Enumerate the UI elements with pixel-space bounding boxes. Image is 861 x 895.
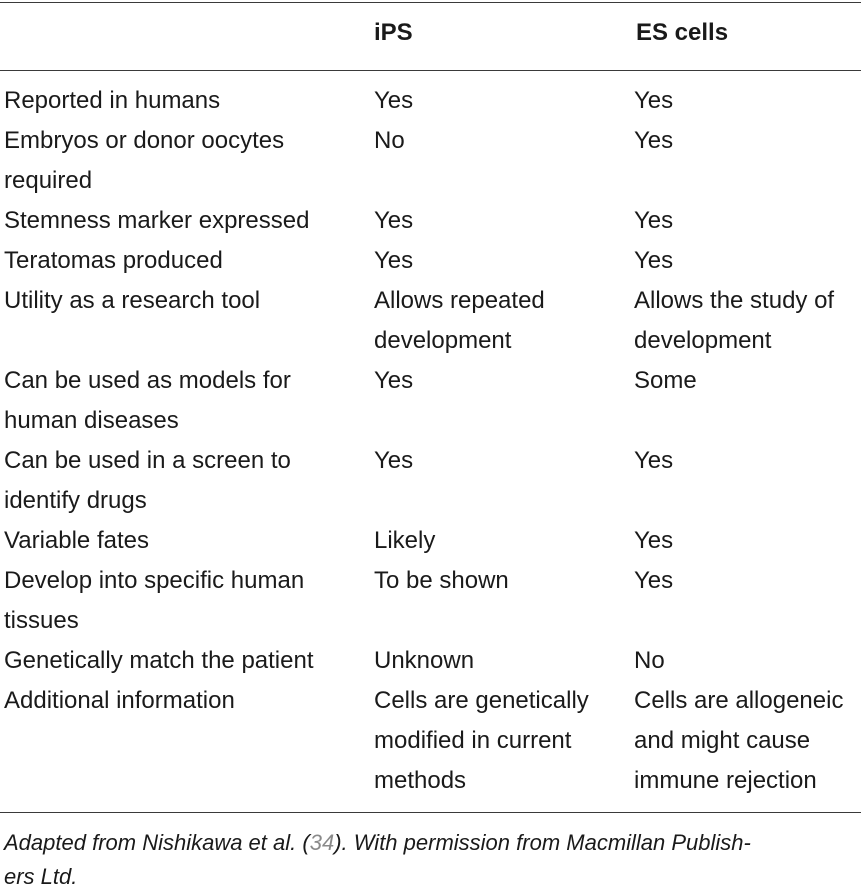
ips-cell: To be shown bbox=[374, 561, 509, 601]
feature-cell: Develop into specific human tissues bbox=[4, 561, 304, 641]
feature-cell-line: Variable fates bbox=[4, 527, 149, 554]
table-row: Utility as a research tool Allows repeate… bbox=[0, 281, 861, 361]
feature-cell: Can be used as models for human diseases bbox=[4, 361, 291, 441]
es-cell-line: No bbox=[634, 647, 665, 674]
ips-cell-line: To be shown bbox=[374, 567, 509, 594]
feature-cell-line: Develop into specific human bbox=[4, 567, 305, 594]
feature-cell: Utility as a research tool bbox=[4, 281, 260, 321]
ips-cell-line: Unknown bbox=[374, 647, 475, 674]
footnote-text: Adapted from Nishikawa et al. ( bbox=[4, 830, 310, 855]
feature-cell-line: Teratomas produced bbox=[4, 247, 223, 274]
feature-cell: Teratomas produced bbox=[4, 241, 223, 281]
es-cell: No bbox=[634, 641, 665, 681]
ips-cell-line: Yes bbox=[374, 207, 414, 234]
ips-cell: Unknown bbox=[374, 641, 474, 681]
feature-cell-line: Can be used in a screen to bbox=[4, 447, 291, 474]
feature-cell-line: Additional information bbox=[4, 687, 235, 714]
ips-cell: Likely bbox=[374, 521, 435, 561]
ips-cell-line: No bbox=[374, 127, 405, 154]
table-row: Genetically match the patient Unknown No bbox=[0, 641, 861, 681]
ips-cell: Yes bbox=[374, 241, 413, 281]
ips-cell: Allows repeated development bbox=[374, 281, 545, 361]
feature-cell-line: Reported in humans bbox=[4, 87, 221, 114]
column-header-ips: iPS bbox=[374, 19, 413, 46]
ips-cell: Cells are genetically modified in current… bbox=[374, 681, 589, 801]
es-cell-line: Yes bbox=[634, 447, 674, 474]
table-row: Teratomas produced Yes Yes bbox=[0, 241, 861, 281]
ips-cell: Yes bbox=[374, 441, 413, 481]
feature-cell: Can be used in a screen to identify drugs bbox=[4, 441, 291, 521]
table-row: Stemness marker expressed Yes Yes bbox=[0, 201, 861, 241]
es-cell-line: Some bbox=[634, 367, 697, 394]
es-cell: Yes bbox=[634, 241, 673, 281]
es-cell: Yes bbox=[634, 441, 673, 481]
es-cell-line: Yes bbox=[634, 207, 674, 234]
es-cell: Some bbox=[634, 361, 697, 401]
feature-cell-line: Utility as a research tool bbox=[4, 287, 261, 314]
ips-cell-line: methods bbox=[374, 767, 467, 794]
feature-cell-line: human diseases bbox=[4, 407, 179, 434]
table-row: Can be used in a screen to identify drugs… bbox=[0, 441, 861, 521]
es-cell: Cells are allogeneic and might cause immun… bbox=[634, 681, 843, 801]
es-cell-line: and might cause bbox=[634, 727, 811, 754]
table-bottom-rule bbox=[0, 812, 861, 813]
es-cell-line: development bbox=[634, 327, 772, 354]
es-cell: Yes bbox=[634, 81, 673, 121]
column-header-es-cells: ES cells bbox=[636, 19, 729, 46]
es-cell-line: Yes bbox=[634, 567, 674, 594]
feature-cell: Genetically match the patient bbox=[4, 641, 314, 681]
ips-cell-line: Likely bbox=[374, 527, 436, 554]
ips-cell-line: Yes bbox=[374, 87, 414, 114]
table-row: Variable fates Likely Yes bbox=[0, 521, 861, 561]
feature-cell: Embryos or donor oocytes required bbox=[4, 121, 284, 201]
feature-cell-line: Embryos or donor oocytes bbox=[4, 127, 285, 154]
table-row: Can be used as models for human diseases Y… bbox=[0, 361, 861, 441]
es-cell-line: Cells are allogeneic bbox=[634, 687, 844, 714]
es-cell: Yes bbox=[634, 201, 673, 241]
ips-cell-line: Cells are genetically bbox=[374, 687, 589, 714]
es-cell: Yes bbox=[634, 561, 673, 601]
table-row: Embryos or donor oocytes required No Yes bbox=[0, 121, 861, 201]
footnote-text-line2: ers Ltd. bbox=[4, 864, 78, 889]
feature-cell: Stemness marker expressed bbox=[4, 201, 309, 241]
table-row: Develop into specific human tissues To be … bbox=[0, 561, 861, 641]
es-cell-line: Yes bbox=[634, 527, 674, 554]
es-cell-line: Yes bbox=[634, 127, 674, 154]
ips-cell-line: Allows repeated bbox=[374, 287, 545, 314]
table-top-rule bbox=[0, 2, 861, 3]
ips-cell-line: Yes bbox=[374, 367, 414, 394]
ips-cell: No bbox=[374, 121, 405, 161]
ips-cell-line: modified in current bbox=[374, 727, 572, 754]
feature-cell-line: required bbox=[4, 167, 93, 194]
ips-cell-line: Yes bbox=[374, 247, 414, 274]
feature-cell-line: identify drugs bbox=[4, 487, 147, 514]
feature-cell: Additional information bbox=[4, 681, 235, 721]
ips-cell: Yes bbox=[374, 361, 413, 401]
feature-cell-line: tissues bbox=[4, 607, 79, 634]
feature-cell-line: Stemness marker expressed bbox=[4, 207, 310, 234]
ips-cell: Yes bbox=[374, 81, 413, 121]
footnote-text-continued: ). With permission from Macmillan Publis… bbox=[334, 830, 751, 855]
feature-cell-line: Can be used as models for bbox=[4, 367, 291, 394]
ips-cell: Yes bbox=[374, 201, 413, 241]
es-cell-line: Allows the study of bbox=[634, 287, 835, 314]
es-cell-line: immune rejection bbox=[634, 767, 817, 794]
table-row: Reported in humans Yes Yes bbox=[0, 81, 861, 121]
es-cell-line: Yes bbox=[634, 247, 674, 274]
es-cell: Yes bbox=[634, 521, 673, 561]
feature-cell-line: Genetically match the patient bbox=[4, 647, 314, 674]
feature-cell: Variable fates bbox=[4, 521, 149, 561]
es-cell: Allows the study of development bbox=[634, 281, 834, 361]
es-cell-line: Yes bbox=[634, 87, 674, 114]
footnote-reference-link[interactable]: 34 bbox=[309, 830, 335, 855]
table-footnote: Adapted from Nishikawa et al. (34). With… bbox=[4, 826, 856, 894]
ips-cell-line: Yes bbox=[374, 447, 414, 474]
es-cell: Yes bbox=[634, 121, 673, 161]
feature-cell: Reported in humans bbox=[4, 81, 220, 121]
ips-cell-line: development bbox=[374, 327, 512, 354]
header-rule bbox=[0, 70, 861, 71]
table-row: Additional information Cells are genetica… bbox=[0, 681, 861, 801]
